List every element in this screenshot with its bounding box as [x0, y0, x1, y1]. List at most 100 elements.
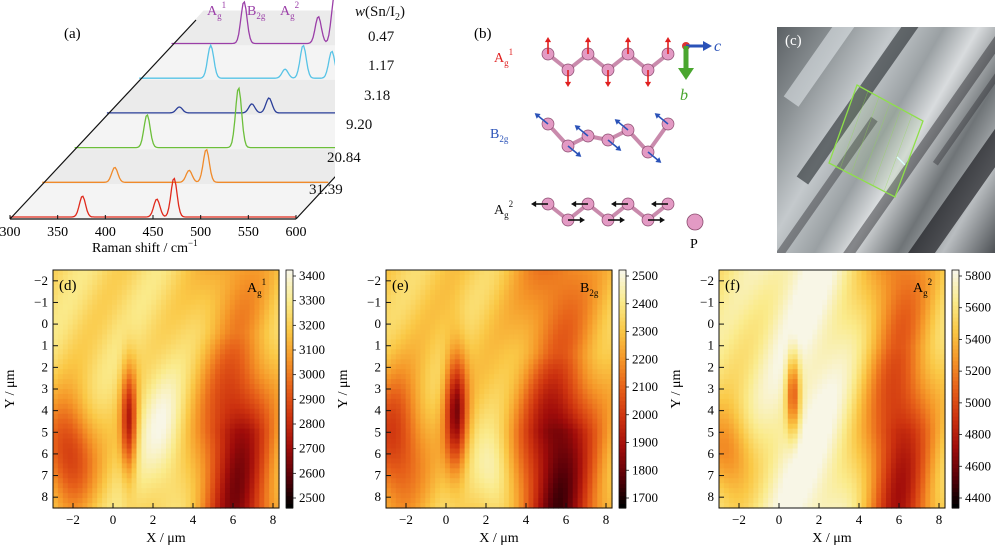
heatmap-cell [67, 458, 74, 464]
heatmap-cell [87, 503, 93, 509]
heatmap-cell [567, 299, 574, 306]
heatmap-cell [513, 359, 520, 365]
heatmap-cell [390, 478, 397, 484]
heatmap-cell [553, 364, 559, 370]
heatmap-cell [200, 334, 206, 341]
layer-plane [10, 184, 328, 219]
heatmap-cell [499, 274, 505, 281]
heatmap-cell [161, 309, 167, 316]
heatmap-cell [239, 309, 246, 316]
heatmap-cell [499, 309, 505, 316]
heatmap-cell [97, 433, 103, 440]
heatmap-cell [53, 398, 59, 405]
heatmap-cell [435, 314, 441, 321]
heatmap-cell [489, 274, 495, 281]
heatmap-cell [425, 428, 431, 435]
heatmap-cell [175, 498, 182, 504]
heatmap-cell [910, 279, 917, 286]
heatmap-cell [557, 349, 564, 355]
heatmap-cell [200, 408, 206, 415]
heatmap-cell [415, 438, 421, 445]
heatmap-cell [449, 374, 456, 380]
heatmap-cell [557, 458, 564, 464]
heatmap-cell [234, 389, 241, 395]
heatmap-cell [866, 279, 872, 286]
heatmap-cell [572, 443, 579, 450]
heatmap-cell [459, 463, 466, 469]
heatmap-cell [205, 319, 211, 326]
heatmap-cell [557, 428, 564, 435]
heatmap-cell [215, 473, 221, 479]
heatmap-cell [533, 359, 539, 365]
heatmap-cell [577, 369, 584, 375]
heatmap-cell [508, 463, 515, 469]
heatmap-cell [479, 408, 485, 415]
heatmap-cell [602, 478, 608, 484]
heatmap-cell [220, 339, 226, 345]
heatmap-cell [102, 483, 108, 489]
heatmap-cell [254, 413, 260, 420]
heatmap-cell [459, 314, 466, 321]
heatmap-cell [274, 448, 280, 455]
heatmap-cell [126, 274, 133, 281]
heatmap-cell [484, 274, 490, 281]
heatmap-cell [190, 408, 197, 415]
x-tick-label: 400 [95, 225, 116, 240]
heatmap-cell [494, 339, 500, 345]
heatmap-cell [82, 324, 88, 331]
heatmap-cell [249, 299, 256, 306]
heatmap-cell [582, 428, 589, 435]
heatmap-cell [435, 379, 441, 385]
heatmap-cell [269, 478, 275, 484]
heatmap-cell [185, 274, 192, 281]
heatmap-cell [479, 379, 485, 385]
heatmap-cell [582, 299, 589, 306]
heatmap-cell [92, 324, 98, 331]
heatmap-cell [97, 334, 103, 341]
heatmap-cell [597, 493, 603, 499]
heatmap-cell [489, 423, 495, 430]
heatmap-cell [175, 364, 182, 370]
heatmap-cell [489, 463, 495, 469]
heatmap-cell [925, 279, 931, 286]
heatmap-cell [533, 433, 539, 440]
heatmap-cell [494, 393, 500, 400]
heatmap-cell [67, 369, 74, 375]
heatmap-cell [111, 418, 118, 425]
heatmap-cell [146, 408, 152, 415]
displacement-arrowhead [574, 125, 581, 131]
heatmap-cell [930, 274, 936, 281]
heatmap-cell [131, 478, 138, 484]
heatmap-cell [205, 364, 211, 370]
heatmap-cell [195, 503, 201, 509]
heatmap-cell [180, 408, 187, 415]
heatmap-cell [572, 284, 579, 291]
heatmap-cell [67, 418, 74, 425]
heatmap-cell [533, 453, 539, 460]
heatmap-cell [420, 433, 426, 440]
heatmap-cell [508, 369, 515, 375]
heatmap-cell [479, 438, 485, 445]
heatmap-cell [244, 294, 251, 301]
heatmap-cell [131, 493, 138, 499]
heatmap-cell [538, 309, 544, 316]
heatmap-cell [602, 398, 608, 405]
heatmap-cell [567, 339, 574, 345]
heatmap-cell [57, 270, 64, 276]
heatmap-cell [464, 393, 471, 400]
heatmap-cell [220, 438, 226, 445]
heatmap-cell [582, 339, 589, 345]
heatmap-cell [210, 389, 216, 395]
heatmap-cell [469, 423, 476, 430]
heatmap-cell [77, 393, 84, 400]
heatmap-cell [415, 369, 421, 375]
heatmap-cell [53, 473, 59, 479]
heatmap-cell [239, 324, 246, 331]
heatmap-cell [538, 379, 544, 385]
heatmap-cell [244, 309, 251, 316]
heatmap-cell [195, 319, 201, 326]
heatmap-cell [82, 433, 88, 440]
heatmap-cell [166, 349, 172, 355]
heatmap-cell [582, 294, 589, 301]
heatmap-cell [141, 384, 147, 390]
